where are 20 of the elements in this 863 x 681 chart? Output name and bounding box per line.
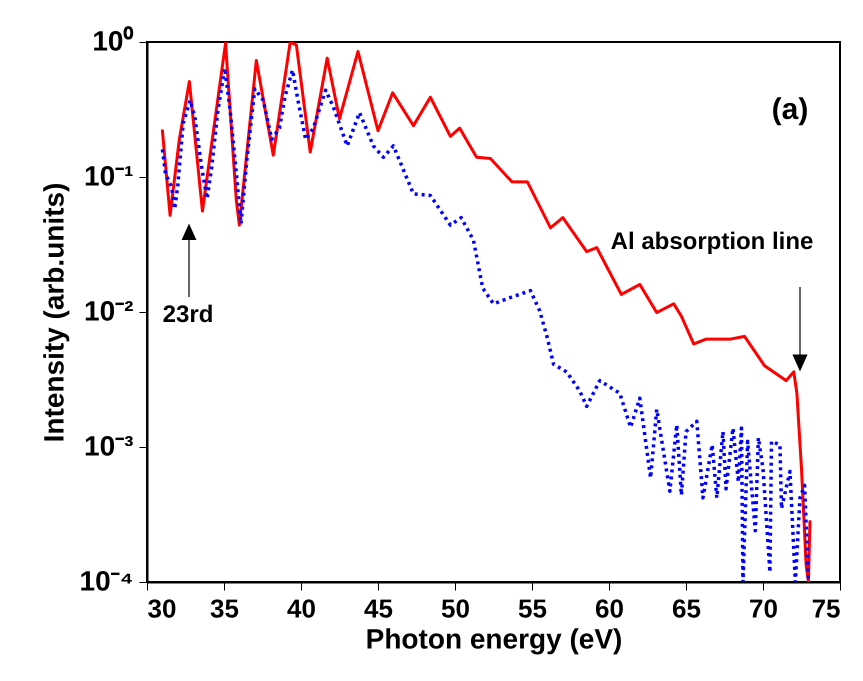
x-tick-label: 45 xyxy=(364,594,393,624)
x-tick-label: 50 xyxy=(441,594,470,624)
annotation: Al absorption line xyxy=(610,228,814,255)
x-tick-label: 30 xyxy=(148,594,176,624)
y-tick-label: 10⁰ xyxy=(92,26,134,56)
y-tick-label: 10⁻¹ xyxy=(84,160,134,192)
y-tick-label: 10⁻² xyxy=(84,296,134,326)
x-tick-label: 55 xyxy=(518,594,547,624)
x-tick-label: 75 xyxy=(812,594,840,624)
x-tick-label: 65 xyxy=(672,594,701,624)
annotation: (a) xyxy=(772,93,808,126)
y-tick-label: 10⁻³ xyxy=(84,430,134,462)
annotation: 23rd xyxy=(162,301,214,328)
x-tick-label: 40 xyxy=(287,594,316,624)
x-tick-label: 60 xyxy=(595,594,624,624)
x-tick-label: 35 xyxy=(210,594,239,624)
x-tick-label: 70 xyxy=(749,594,778,624)
y-tick-label: 10⁻⁴ xyxy=(80,566,134,596)
y-axis-title: Intensity (arb.units) xyxy=(38,182,70,442)
x-axis-title: Photon energy (eV) xyxy=(366,624,622,654)
